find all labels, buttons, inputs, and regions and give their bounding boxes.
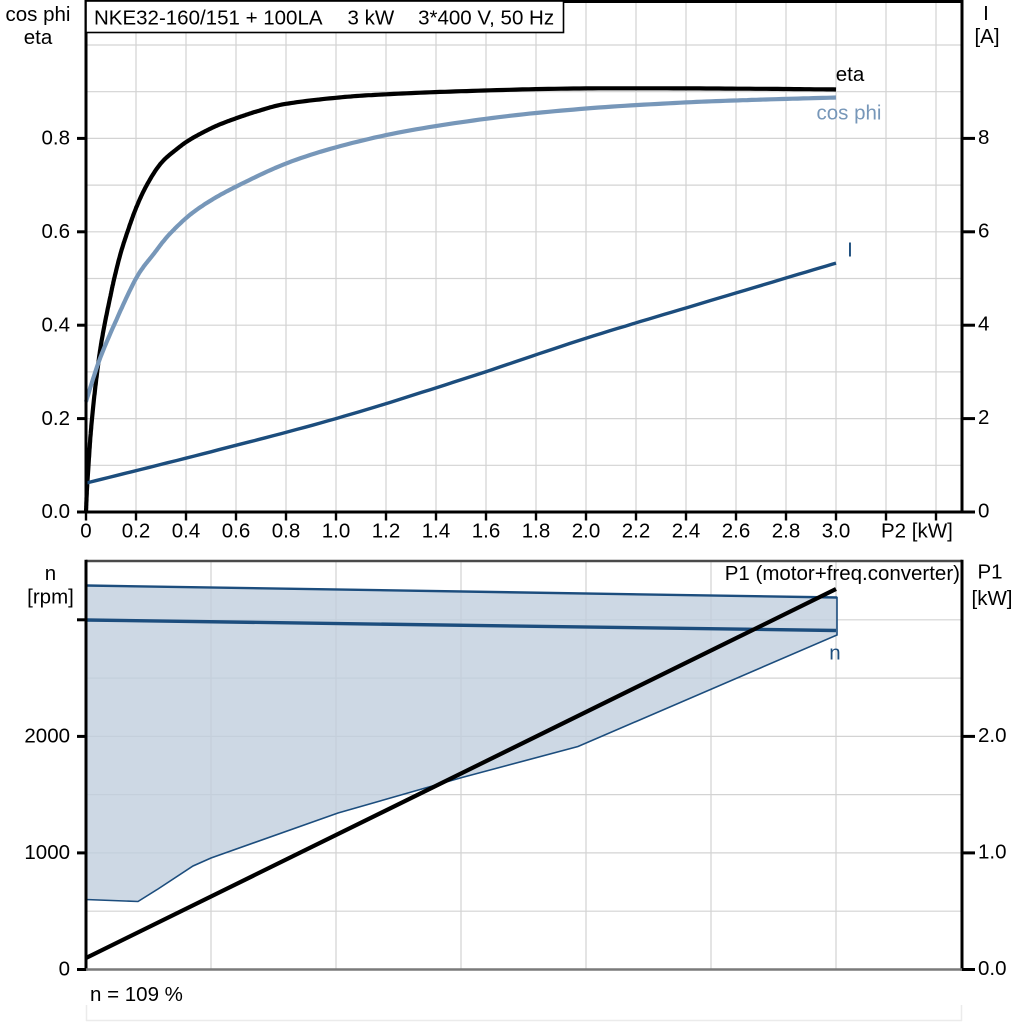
svg-text:0: 0 bbox=[59, 958, 70, 981]
svg-text:2: 2 bbox=[978, 406, 989, 429]
svg-text:P2 [kW]: P2 [kW] bbox=[881, 520, 953, 543]
svg-text:[A]: [A] bbox=[974, 25, 999, 48]
svg-text:2.6: 2.6 bbox=[722, 520, 751, 543]
svg-text:P1: P1 bbox=[977, 561, 1002, 584]
svg-text:0: 0 bbox=[978, 500, 989, 523]
svg-text:I: I bbox=[847, 239, 853, 262]
svg-text:n: n bbox=[829, 642, 840, 665]
svg-text:1.0: 1.0 bbox=[978, 840, 1007, 863]
svg-text:0.8: 0.8 bbox=[272, 520, 301, 543]
svg-text:n = 109 %: n = 109 % bbox=[90, 983, 183, 1006]
svg-text:0.8: 0.8 bbox=[42, 127, 71, 150]
svg-text:1.2: 1.2 bbox=[372, 520, 401, 543]
svg-text:0.6: 0.6 bbox=[42, 220, 71, 243]
svg-text:0.4: 0.4 bbox=[172, 520, 201, 543]
svg-text:2.2: 2.2 bbox=[622, 520, 651, 543]
svg-text:n: n bbox=[45, 562, 56, 585]
svg-text:3 kW: 3 kW bbox=[348, 7, 395, 30]
svg-text:0: 0 bbox=[80, 520, 91, 543]
svg-text:eta: eta bbox=[836, 63, 865, 86]
svg-text:1.6: 1.6 bbox=[472, 520, 501, 543]
svg-text:6: 6 bbox=[978, 219, 989, 242]
svg-text:cos phi: cos phi bbox=[6, 3, 71, 26]
svg-text:0.2: 0.2 bbox=[42, 407, 71, 430]
svg-text:2000: 2000 bbox=[24, 725, 70, 748]
svg-text:0.0: 0.0 bbox=[42, 500, 71, 523]
svg-text:[rpm]: [rpm] bbox=[27, 586, 74, 609]
svg-text:1000: 1000 bbox=[24, 841, 70, 864]
svg-text:cos phi: cos phi bbox=[817, 102, 882, 125]
svg-text:0.0: 0.0 bbox=[978, 957, 1007, 980]
svg-text:eta: eta bbox=[24, 26, 53, 49]
svg-text:4: 4 bbox=[978, 313, 989, 336]
svg-text:P1 (motor+freq.converter): P1 (motor+freq.converter) bbox=[725, 562, 960, 585]
svg-text:1.8: 1.8 bbox=[522, 520, 551, 543]
svg-text:3*400 V, 50 Hz: 3*400 V, 50 Hz bbox=[418, 7, 554, 30]
svg-text:1.4: 1.4 bbox=[422, 520, 451, 543]
svg-text:0.4: 0.4 bbox=[42, 313, 71, 336]
svg-text:3.0: 3.0 bbox=[822, 520, 851, 543]
svg-text:[kW]: [kW] bbox=[972, 587, 1013, 610]
svg-text:2.0: 2.0 bbox=[978, 724, 1007, 747]
svg-text:I: I bbox=[983, 2, 989, 25]
svg-text:2.4: 2.4 bbox=[672, 520, 701, 543]
svg-text:NKE32-160/151 + 100LA: NKE32-160/151 + 100LA bbox=[94, 7, 323, 30]
svg-text:8: 8 bbox=[978, 126, 989, 149]
svg-text:2.8: 2.8 bbox=[772, 520, 801, 543]
svg-text:1.0: 1.0 bbox=[322, 520, 351, 543]
svg-text:0.6: 0.6 bbox=[222, 520, 251, 543]
svg-text:2.0: 2.0 bbox=[572, 520, 601, 543]
svg-text:0.2: 0.2 bbox=[122, 520, 151, 543]
